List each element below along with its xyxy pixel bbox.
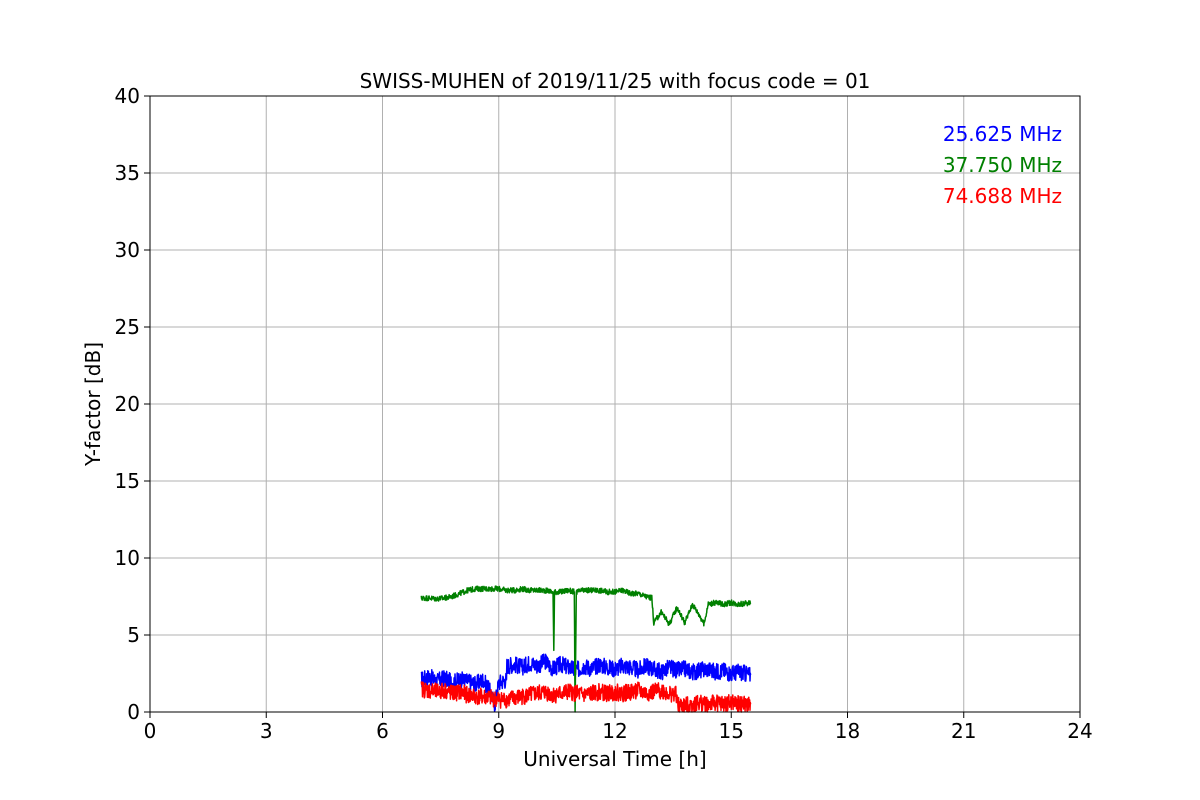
x-tick-label: 15 [719, 719, 744, 743]
y-tick-label: 10 [115, 546, 140, 570]
x-axis-label: Universal Time [h] [523, 747, 706, 771]
legend-entry-3: 74.688 MHz [943, 184, 1062, 208]
x-tick-label: 18 [835, 719, 860, 743]
ticks: 0 3 6 9 12 15 18 21 24 0 5 10 15 20 25 30 35 40 [115, 84, 1093, 743]
y-tick-label: 35 [115, 161, 140, 185]
y-tick-label: 15 [115, 469, 140, 493]
series-line-1 [420, 653, 752, 713]
legend-entry-1: 25.625 MHz [943, 122, 1062, 146]
series-line-3 [420, 681, 752, 713]
x-tick-label: 24 [1067, 719, 1092, 743]
y-tick-label: 30 [115, 238, 140, 262]
series-line-2 [420, 585, 752, 713]
chart-title: SWISS-MUHEN of 2019/11/25 with focus cod… [360, 69, 871, 93]
y-tick-label: 40 [115, 84, 140, 108]
legend-entry-2: 37.750 MHz [943, 153, 1062, 177]
y-tick-label: 5 [127, 623, 140, 647]
x-tick-label: 0 [144, 719, 157, 743]
x-tick-label: 12 [602, 719, 627, 743]
y-tick-label: 25 [115, 315, 140, 339]
x-tick-label: 21 [951, 719, 976, 743]
y-tick-label: 0 [127, 700, 140, 724]
y-axis-label: Y-factor [dB] [81, 342, 105, 467]
x-tick-label: 3 [260, 719, 273, 743]
y-tick-label: 20 [115, 392, 140, 416]
x-tick-label: 9 [492, 719, 505, 743]
series-layer [420, 585, 752, 713]
legend: 25.625 MHz 37.750 MHz 74.688 MHz [943, 122, 1062, 208]
x-tick-label: 6 [376, 719, 389, 743]
